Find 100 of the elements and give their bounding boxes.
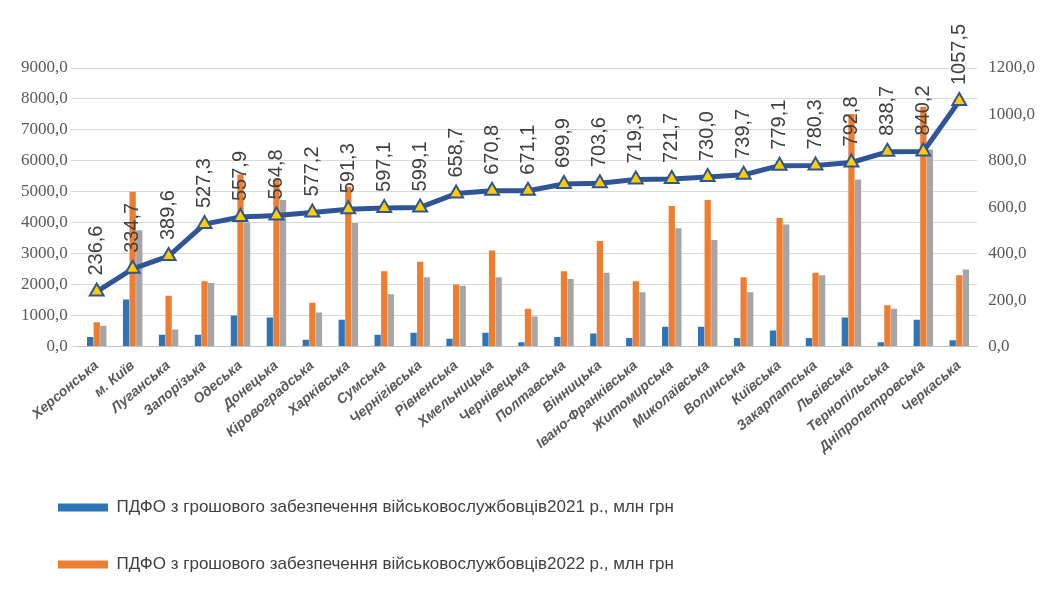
bar xyxy=(302,339,309,346)
point xyxy=(915,142,932,157)
data-label: 658,7 xyxy=(443,127,466,178)
point xyxy=(520,181,536,196)
y-tick-label: 5000,0 xyxy=(21,181,68,201)
bar xyxy=(518,342,525,346)
bar xyxy=(567,279,574,346)
data-label: 721,7 xyxy=(659,112,682,163)
point xyxy=(663,170,680,184)
bar xyxy=(482,332,489,346)
bar xyxy=(668,206,675,346)
point xyxy=(124,259,141,274)
bar xyxy=(632,281,639,346)
data-label: 780,3 xyxy=(803,99,826,150)
point xyxy=(304,203,321,218)
y2-tick-label: 1200,0 xyxy=(988,57,1035,77)
bar xyxy=(417,261,424,346)
data-label: 838,7 xyxy=(874,85,897,136)
y-tick-label: 0,0 xyxy=(46,335,68,355)
point xyxy=(556,175,572,190)
data-label: 527,3 xyxy=(192,158,215,209)
bar xyxy=(381,271,388,346)
bar xyxy=(769,330,777,346)
data-label: 577,2 xyxy=(299,146,322,197)
y-tick-label: 8000,0 xyxy=(21,88,68,108)
bar xyxy=(524,308,532,346)
bar xyxy=(590,333,597,346)
bar xyxy=(805,338,813,346)
bar xyxy=(243,222,251,346)
point xyxy=(843,153,860,168)
bar xyxy=(697,326,705,346)
bar xyxy=(194,334,202,346)
y-tick-label: 3000,0 xyxy=(21,243,68,263)
bar xyxy=(531,316,538,346)
point xyxy=(88,282,105,297)
bar xyxy=(93,322,100,346)
data-label: 719,3 xyxy=(623,113,646,164)
y-tick-label: 1000,0 xyxy=(21,305,68,324)
bar xyxy=(949,340,956,346)
bar xyxy=(913,319,920,346)
bar xyxy=(884,305,891,346)
bar xyxy=(122,299,130,346)
bar xyxy=(877,342,884,346)
legend-label: ПДФО з грошового забезпечення військовослужбовців2021 р., млн грн xyxy=(116,497,674,517)
bar xyxy=(338,319,345,346)
bar xyxy=(747,292,754,346)
data-label: 671,1 xyxy=(515,124,538,175)
bar xyxy=(165,295,172,346)
bar xyxy=(374,334,381,346)
point xyxy=(699,168,716,183)
bar xyxy=(266,317,273,346)
bar xyxy=(309,302,316,346)
data-label: 599,1 xyxy=(407,141,430,192)
bar xyxy=(452,284,460,346)
bar xyxy=(87,336,94,346)
point xyxy=(376,198,393,213)
bar xyxy=(459,285,466,346)
bar xyxy=(675,228,682,346)
data-label: 334,7 xyxy=(120,202,143,253)
bar xyxy=(560,271,568,346)
point xyxy=(951,92,968,107)
bar xyxy=(596,240,604,346)
data-label: 591,3 xyxy=(335,143,358,194)
data-label: 779,1 xyxy=(767,99,790,150)
point xyxy=(232,208,249,223)
bar xyxy=(818,275,826,346)
y-tick-label: 9000,0 xyxy=(21,57,68,77)
point xyxy=(735,165,752,180)
data-label: 564,8 xyxy=(263,149,286,200)
y2-tick-label: 400,0 xyxy=(988,243,1027,263)
y-tick-label: 2000,0 xyxy=(21,274,68,294)
bar xyxy=(812,272,819,346)
point xyxy=(627,170,644,185)
data-label: 557,9 xyxy=(228,150,250,202)
bar xyxy=(410,332,417,346)
data-label: 597,1 xyxy=(371,141,394,192)
bar xyxy=(711,240,718,346)
bar xyxy=(854,179,862,346)
bar xyxy=(603,272,610,346)
bar xyxy=(926,149,934,346)
bar xyxy=(639,292,646,346)
bar xyxy=(387,294,394,346)
bar xyxy=(662,326,669,346)
y2-tick-label: 800,0 xyxy=(988,150,1027,170)
data-label: 699,9 xyxy=(551,117,574,169)
bar xyxy=(704,200,711,346)
point xyxy=(268,206,285,221)
bar xyxy=(279,200,287,346)
legend-label: ПДФО з грошового забезпечення військовослужбовців2022 р., млн грн xyxy=(116,554,674,574)
bar xyxy=(201,281,208,346)
point xyxy=(160,247,177,262)
bar xyxy=(351,223,359,346)
point xyxy=(591,174,608,189)
bar xyxy=(626,338,633,346)
data-label: 792,8 xyxy=(838,96,861,147)
point xyxy=(771,156,788,171)
bar xyxy=(776,218,783,346)
point xyxy=(484,181,500,196)
y2-tick-label: 0,0 xyxy=(988,335,1010,355)
bar xyxy=(956,275,963,346)
